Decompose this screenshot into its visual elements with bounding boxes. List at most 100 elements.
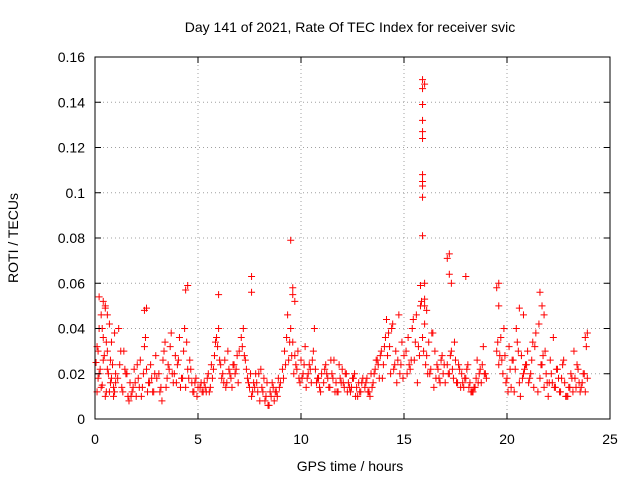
data-point — [476, 365, 484, 373]
data-point — [498, 356, 506, 364]
data-point — [496, 352, 504, 360]
data-point — [419, 76, 427, 84]
data-point — [302, 383, 310, 391]
data-point — [103, 311, 111, 319]
data-point — [529, 338, 537, 346]
data-point — [119, 388, 127, 396]
data-point — [447, 279, 455, 287]
data-point — [213, 334, 221, 342]
data-point — [222, 383, 230, 391]
data-point — [230, 361, 238, 369]
data-point — [110, 383, 118, 391]
data-point — [265, 401, 273, 409]
data-point — [269, 383, 277, 391]
data-point — [545, 379, 553, 387]
data-point — [394, 356, 402, 364]
data-point — [255, 370, 263, 378]
data-point — [515, 379, 523, 387]
data-point — [499, 370, 507, 378]
data-point — [471, 383, 479, 391]
data-point — [414, 343, 422, 351]
data-point — [257, 365, 265, 373]
data-point — [147, 361, 155, 369]
data-point — [165, 365, 173, 373]
data-point — [99, 356, 107, 364]
data-point — [443, 361, 451, 369]
data-point — [371, 365, 379, 373]
data-point — [568, 374, 576, 382]
data-point — [143, 304, 150, 312]
data-point — [452, 356, 459, 364]
data-point — [99, 297, 107, 305]
data-point — [505, 343, 513, 351]
data-points — [92, 76, 591, 409]
data-point — [205, 388, 213, 396]
data-point — [463, 365, 471, 373]
data-point — [288, 352, 296, 360]
data-point — [536, 374, 544, 382]
data-point — [517, 352, 525, 360]
data-point — [187, 365, 195, 373]
data-point — [336, 374, 344, 382]
data-point — [258, 383, 266, 391]
data-point — [519, 370, 527, 378]
data-point — [421, 279, 429, 287]
data-point — [374, 361, 382, 369]
data-point — [494, 338, 502, 346]
data-point — [583, 374, 591, 382]
data-point — [566, 383, 574, 391]
data-point — [395, 311, 403, 319]
y-tick-label: 0.06 — [58, 275, 85, 291]
data-point — [400, 352, 408, 360]
data-point — [179, 374, 187, 382]
data-point — [444, 370, 452, 378]
data-point — [457, 383, 465, 391]
x-tick-label: 5 — [194, 431, 202, 447]
data-point — [561, 379, 569, 387]
data-point — [287, 236, 295, 244]
data-point — [224, 347, 232, 355]
data-point — [218, 374, 226, 382]
data-point — [419, 334, 427, 342]
y-tick-label: 0.14 — [58, 94, 85, 110]
data-point — [514, 347, 522, 355]
x-tick-label: 10 — [293, 431, 309, 447]
data-point — [292, 361, 300, 369]
data-point — [559, 361, 567, 369]
data-point — [513, 338, 521, 346]
data-point — [399, 374, 407, 382]
data-point — [510, 388, 518, 396]
data-point — [335, 361, 343, 369]
data-point — [300, 361, 308, 369]
data-point — [107, 374, 115, 382]
data-point — [461, 374, 469, 382]
x-tick-label: 15 — [396, 431, 412, 447]
data-point — [503, 374, 511, 382]
data-point — [377, 347, 385, 355]
data-point — [384, 352, 392, 360]
data-point — [528, 356, 536, 364]
data-point — [390, 365, 398, 373]
data-point — [583, 329, 591, 337]
data-point — [495, 302, 503, 310]
data-point — [284, 311, 292, 319]
data-point — [186, 356, 194, 364]
data-point — [143, 365, 150, 373]
data-point — [415, 352, 423, 360]
data-point — [553, 365, 561, 373]
data-point — [286, 338, 294, 346]
data-point — [532, 329, 540, 337]
data-point — [140, 343, 148, 351]
data-point — [95, 293, 103, 301]
data-point — [356, 388, 364, 396]
data-point — [273, 392, 281, 400]
data-point — [216, 356, 224, 364]
data-point — [329, 374, 337, 382]
data-point — [574, 365, 582, 373]
data-point — [105, 320, 113, 328]
data-point — [540, 383, 548, 391]
data-point — [99, 334, 107, 342]
data-point — [506, 365, 514, 373]
data-point — [260, 374, 268, 382]
data-point — [317, 388, 325, 396]
